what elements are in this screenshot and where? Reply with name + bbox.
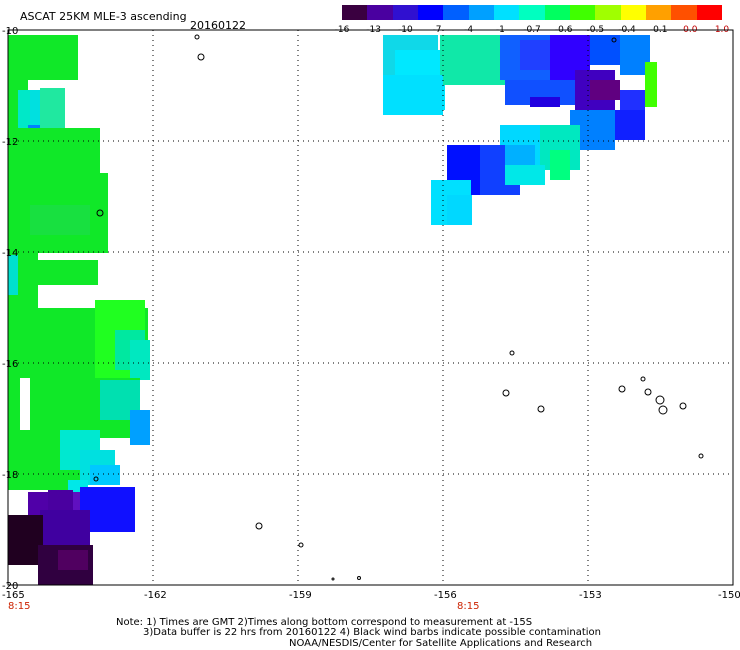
swath-cell (447, 195, 472, 225)
swath-cell (90, 465, 120, 485)
island-outline (640, 376, 646, 382)
island-outline (644, 388, 652, 396)
island-outline (357, 576, 361, 580)
time-label-right: 8:15 (457, 601, 479, 612)
lon-tick-label: -153 (579, 590, 602, 601)
island-outline (197, 53, 205, 61)
product-title: ASCAT 25KM MLE-3 ascending (20, 10, 187, 23)
island-outline (537, 405, 545, 413)
swath-cell (8, 378, 20, 438)
color-scale-bar (342, 5, 722, 20)
note-line-1: Note: 1) Times are GMT 2)Times along bot… (116, 617, 533, 628)
swath-cell (440, 35, 505, 85)
swath-map: -10-12-14-16-18-20 -165 -162 -159 -156 -153-… (2, 26, 740, 612)
lon-tick-label: -159 (289, 590, 312, 601)
swath-cell (48, 490, 73, 510)
island-outline (255, 522, 263, 530)
swath-cell (505, 165, 545, 185)
swath-cell (550, 150, 570, 180)
swath-cell (8, 128, 40, 173)
lat-tick-label: -16 (2, 359, 18, 370)
gridlines (8, 30, 733, 585)
color-scale-cell (519, 5, 545, 20)
color-scale-cell (468, 5, 494, 20)
color-scale-cell (569, 5, 596, 20)
lat-tick-label: -20 (2, 581, 18, 592)
island-outline (194, 34, 200, 40)
lon-tick-label: -150 (718, 590, 740, 601)
color-scale-cell (493, 5, 520, 20)
lat-tick-label: -12 (2, 137, 18, 148)
color-scale-cell (544, 5, 570, 20)
swath-cell (8, 255, 18, 295)
lon-tick-labels: -165 -162 -159 -156 -153 -150 (2, 590, 740, 601)
color-scale-cell (342, 5, 368, 20)
swath-cell (38, 260, 98, 285)
swath-cell (40, 128, 100, 173)
lat-tick-labels: -10 -12 -14 -16 -18 -20 (2, 26, 18, 592)
swath-cell (530, 97, 560, 107)
island-outline (502, 389, 510, 397)
color-scale-cell (645, 5, 672, 20)
lon-tick-label: -156 (434, 590, 457, 601)
swath-cell (383, 75, 443, 115)
color-scale-cell (417, 5, 444, 20)
island-outline (679, 402, 687, 410)
lat-tick-label: -18 (2, 470, 18, 481)
swath-cell (40, 510, 90, 550)
color-scale-cell (443, 5, 469, 20)
swath-cell (30, 205, 90, 235)
swath-cells (8, 35, 657, 585)
color-scale-cell (392, 5, 418, 20)
map-frame (7, 29, 734, 586)
swath-cell (58, 550, 88, 570)
product-date: 20160122 (190, 19, 246, 32)
note-line-3: NOAA/NESDIS/Center for Satellite Applica… (289, 638, 593, 649)
islands (93, 34, 704, 581)
swath-cell (8, 515, 43, 565)
time-label-left: 8:15 (8, 601, 30, 612)
lon-tick-label: -162 (144, 590, 167, 601)
color-scale-cell (367, 5, 393, 20)
swath-cell (645, 62, 657, 107)
island-outline (298, 542, 304, 548)
swath-cell (40, 88, 65, 128)
island-outline (611, 37, 617, 43)
island-outline (509, 350, 515, 356)
lat-tick-label: -10 (2, 26, 18, 37)
island-outline (93, 476, 99, 482)
island-outline (658, 405, 668, 415)
color-scale-cell (595, 5, 621, 20)
swath-cell (130, 410, 150, 445)
lat-tick-label: -14 (2, 248, 18, 259)
note-line-2: 3)Data buffer is 22 hrs from 20160122 4)… (143, 627, 601, 638)
island-outline (655, 395, 665, 405)
island-outline (331, 577, 335, 581)
color-scale-cell (696, 5, 722, 20)
island-outline (698, 453, 704, 459)
island-outline (618, 385, 626, 393)
swath-cell (590, 80, 620, 100)
swath-cell (130, 340, 150, 380)
island-outline (96, 209, 104, 217)
color-scale-cell (671, 5, 697, 20)
swath-cell (8, 35, 78, 80)
lon-tick-label: -165 (2, 590, 25, 601)
swath-cell (8, 80, 28, 90)
color-scale-cell (620, 5, 646, 20)
